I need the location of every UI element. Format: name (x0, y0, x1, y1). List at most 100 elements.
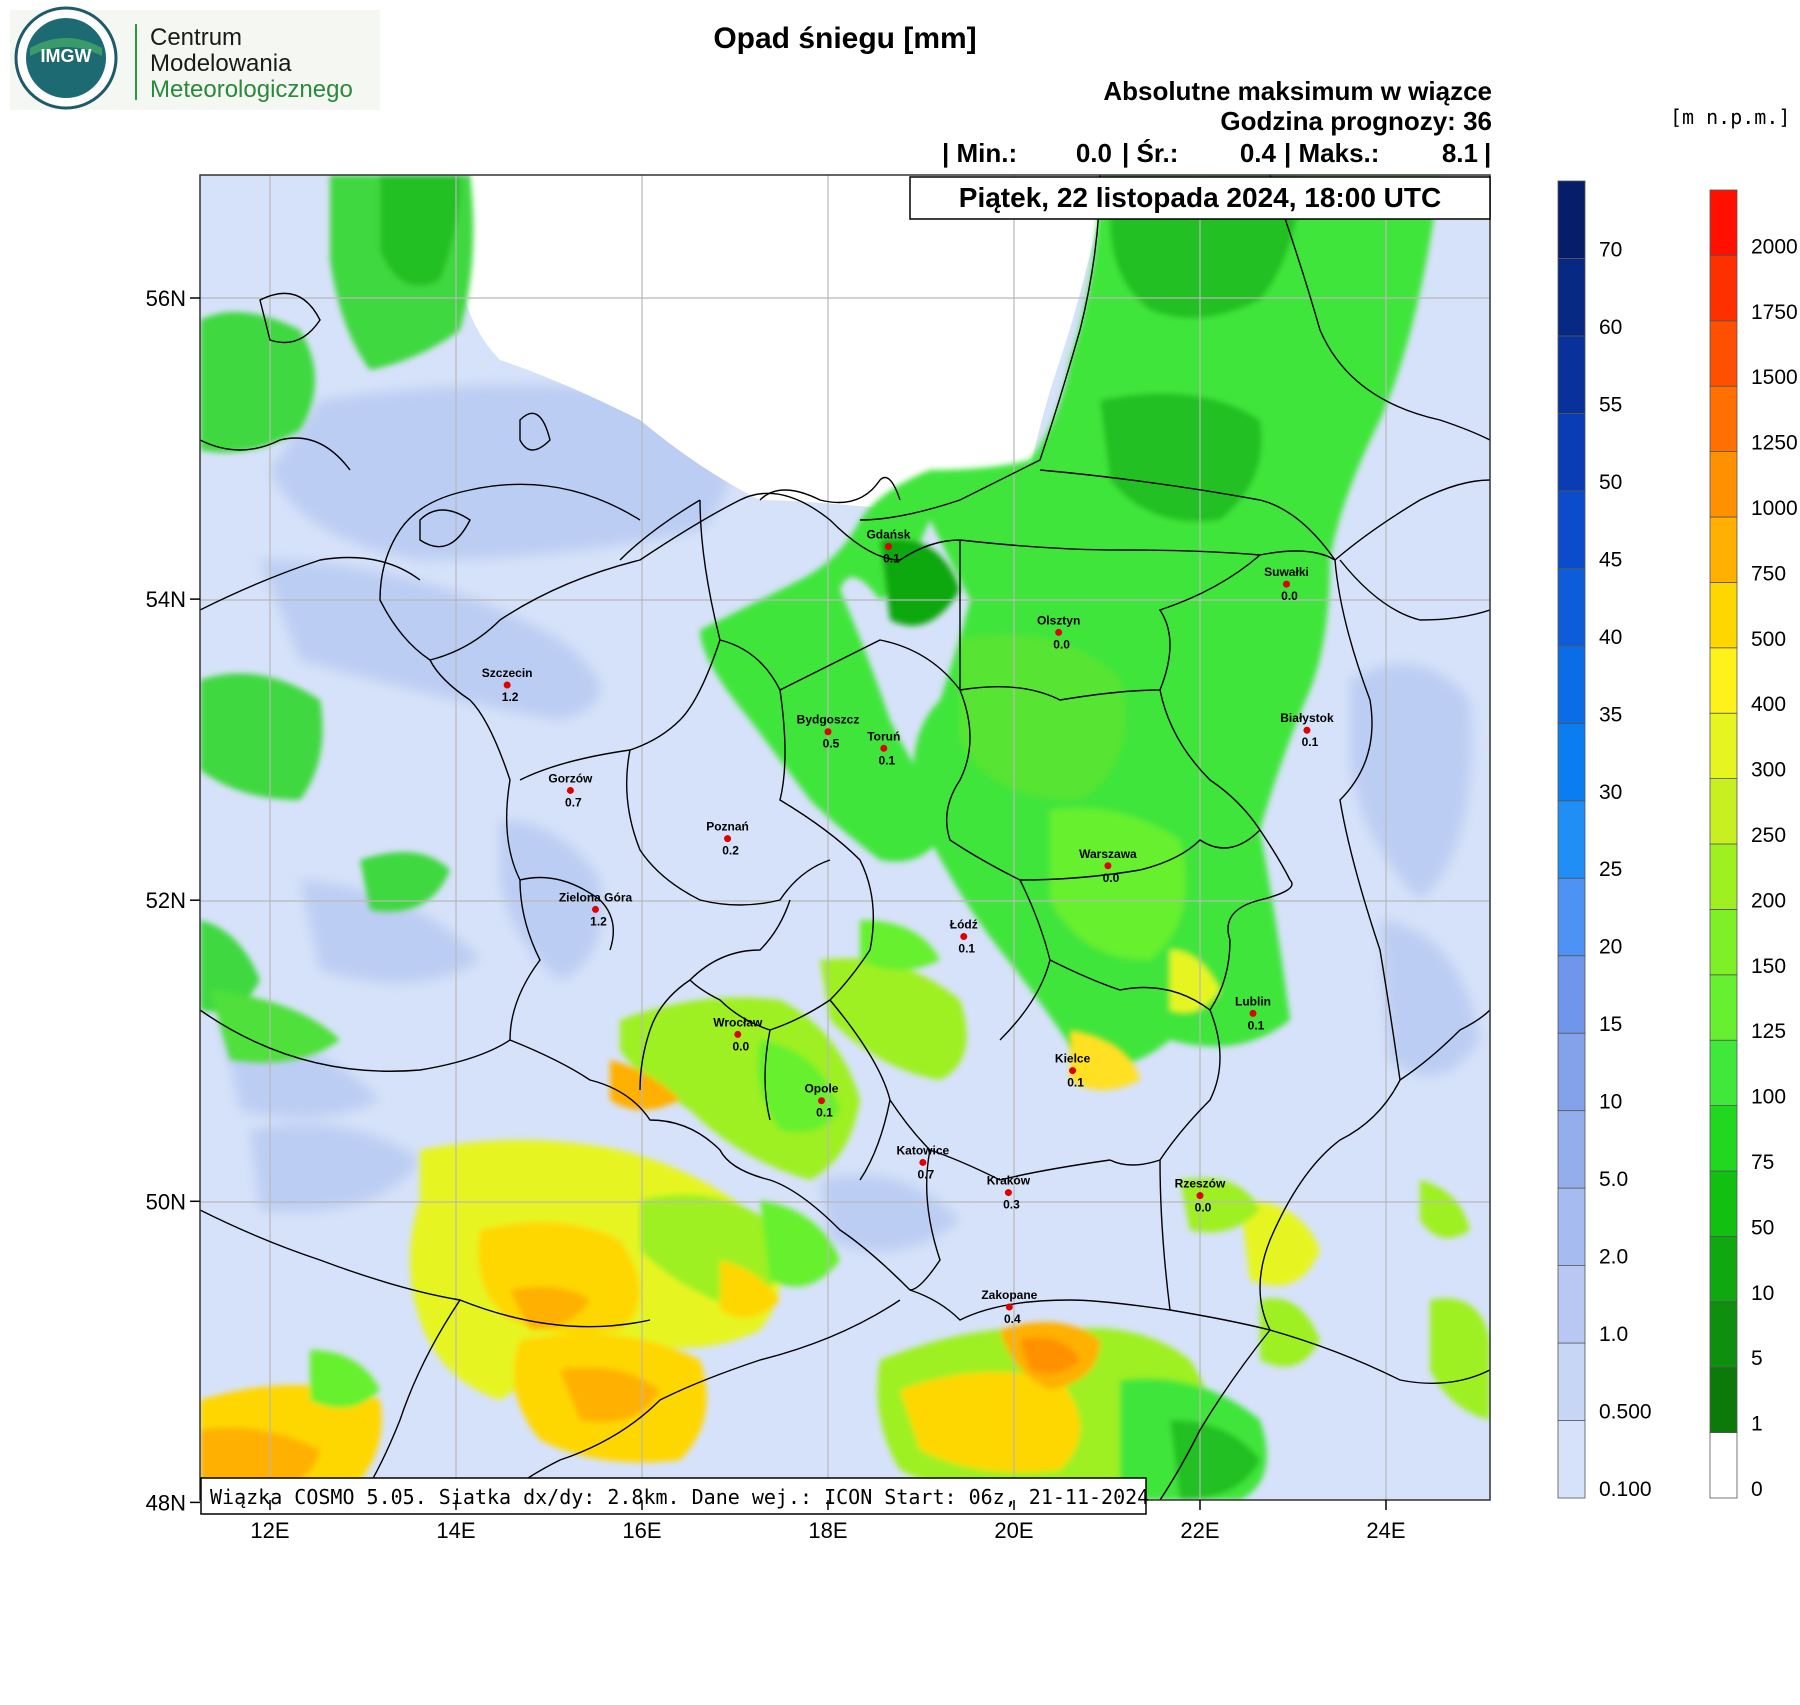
max-value: 8.1 (1442, 138, 1478, 168)
city-value: 0.0 (1103, 871, 1120, 885)
snow-legend-label: 70 (1599, 238, 1622, 261)
city-value: 0.0 (1195, 1201, 1212, 1215)
avg-value: 0.4 (1240, 138, 1277, 168)
elev-legend-label: 250 (1751, 824, 1786, 847)
city-markers: Gdańsk 0.1 Suwałki 0.0 Olsztyn 0.0 Szczecin 1.2… (482, 527, 1334, 1326)
city-name: Opole (804, 1082, 838, 1096)
snow-legend-label: 40 (1599, 626, 1622, 649)
snow-legend-swatch (1557, 567, 1586, 647)
city-marker: Opole 0.1 (804, 1082, 838, 1120)
model-info-box: Wiązka COSMO 5.05. Siatka dx/dy: 2.8km. … (200, 1477, 1149, 1515)
city-value: 0.7 (565, 795, 582, 809)
elev-legend-label: 50 (1751, 1216, 1774, 1239)
logo-line2: Modelowania (150, 50, 292, 77)
snow-field-green (200, 175, 474, 1063)
snow-legend-swatch (1557, 335, 1586, 414)
elev-legend-label: 200 (1751, 889, 1786, 912)
city-marker: Łódź 0.1 (950, 918, 978, 956)
city-value: 0.5 (823, 737, 840, 751)
elev-legend-label: 75 (1751, 1151, 1774, 1174)
elev-legend-label: 1750 (1751, 301, 1798, 324)
lon-label: 16E (622, 1518, 661, 1543)
snow-legend-swatch (1557, 955, 1586, 1034)
elev-legend-label: 1250 (1751, 432, 1798, 455)
snow-legend-label: 20 (1599, 936, 1622, 959)
snow-legend-label: 0.100 (1599, 1478, 1652, 1501)
city-name: Kraków (987, 1174, 1031, 1188)
city-name: Katowice (897, 1143, 950, 1157)
lon-label: 22E (1180, 1518, 1219, 1543)
city-value: 0.3 (1003, 1198, 1020, 1212)
elev-legend-label: 0 (1751, 1478, 1763, 1501)
elev-legend-swatch (1709, 1432, 1738, 1499)
lat-label: 48N (146, 1490, 186, 1515)
city-marker: Zakopane 0.4 (981, 1288, 1037, 1326)
city-value: 0.0 (1281, 589, 1298, 603)
snow-legend-label: 15 (1599, 1013, 1622, 1036)
lon-label: 18E (808, 1518, 847, 1543)
snow-legend-label: 55 (1599, 393, 1622, 416)
snow-legend-label: 50 (1599, 471, 1622, 494)
city-dot (592, 905, 599, 913)
city-dot (1055, 628, 1063, 636)
city-marker: Suwałki 0.0 (1264, 565, 1309, 603)
snow-legend-label: 0.500 (1599, 1401, 1652, 1424)
snow-legend-label: 45 (1599, 548, 1622, 571)
city-value: 0.1 (1302, 735, 1319, 749)
snow-legend-swatch (1557, 877, 1586, 957)
lat-label: 56N (146, 286, 186, 311)
boundaries (200, 175, 1490, 1500)
city-name: Rzeszów (1175, 1177, 1226, 1191)
avg-label: | Śr.: (1122, 138, 1178, 168)
snow-legend-swatch (1557, 1187, 1586, 1266)
city-value: 0.0 (732, 1039, 749, 1053)
elev-legend-label: 2000 (1751, 235, 1798, 258)
city-marker: Lublin 0.1 (1235, 994, 1271, 1032)
snow-legend-label: 25 (1599, 858, 1622, 881)
snow-legend-label: 30 (1599, 781, 1622, 804)
stats-line: | Min.: 0.0 | Śr.: 0.4 | Maks.: 8.1 | (942, 138, 1491, 168)
elev-legend-label: 1500 (1751, 366, 1798, 389)
lon-label: 14E (436, 1518, 475, 1543)
city-marker: Gdańsk 0.1 (866, 527, 910, 565)
city-name: Łódź (950, 918, 978, 932)
elev-legend-swatch (1709, 1039, 1738, 1106)
city-value: 1.2 (590, 914, 607, 928)
elev-legend-swatch (1709, 712, 1738, 780)
lat-label: 50N (146, 1189, 186, 1214)
elev-legend-swatch (1709, 647, 1738, 714)
city-marker: Wrocław 0.0 (713, 1015, 763, 1053)
city-dot (960, 933, 968, 941)
graticule (200, 175, 1490, 1500)
elev-legend-swatch (1709, 974, 1738, 1041)
city-value: 0.1 (883, 551, 900, 565)
model-info-text: Wiązka COSMO 5.05. Siatka dx/dy: 2.8km. … (210, 1485, 1149, 1509)
snow-legend-swatch (1557, 1110, 1586, 1189)
min-value: 0.0 (1076, 138, 1112, 168)
elev-legend-label: 1 (1751, 1413, 1763, 1436)
snow-legend-label: 60 (1599, 316, 1622, 339)
baltic-sea-mask (460, 175, 1100, 510)
city-dot (1282, 580, 1290, 588)
city-marker: Bydgoszcz 0.5 (797, 713, 860, 751)
elev-legend-label: 400 (1751, 693, 1786, 716)
elev-legend-label: 5 (1751, 1347, 1763, 1370)
logo-text: IMGW (41, 46, 92, 66)
city-marker: Kraków 0.3 (987, 1174, 1031, 1212)
city-marker: Rzeszów 0.0 (1175, 1177, 1226, 1215)
city-name: Suwałki (1264, 565, 1309, 579)
city-name: Toruń (867, 729, 900, 743)
city-dot (919, 1158, 927, 1166)
elev-legend-swatch (1709, 1105, 1738, 1172)
elev-legend-swatch (1709, 1170, 1738, 1237)
snow-legend-swatch (1557, 645, 1586, 724)
city-marker: Białystok 0.1 (1280, 711, 1334, 749)
city-name: Poznań (706, 820, 749, 834)
elev-legend-swatch (1709, 843, 1738, 910)
city-value: 0.7 (918, 1167, 935, 1181)
city-value: 0.1 (1067, 1076, 1084, 1090)
elev-legend-swatch (1709, 516, 1738, 583)
elev-legend-swatch (1709, 1236, 1738, 1303)
lon-label: 20E (994, 1518, 1033, 1543)
